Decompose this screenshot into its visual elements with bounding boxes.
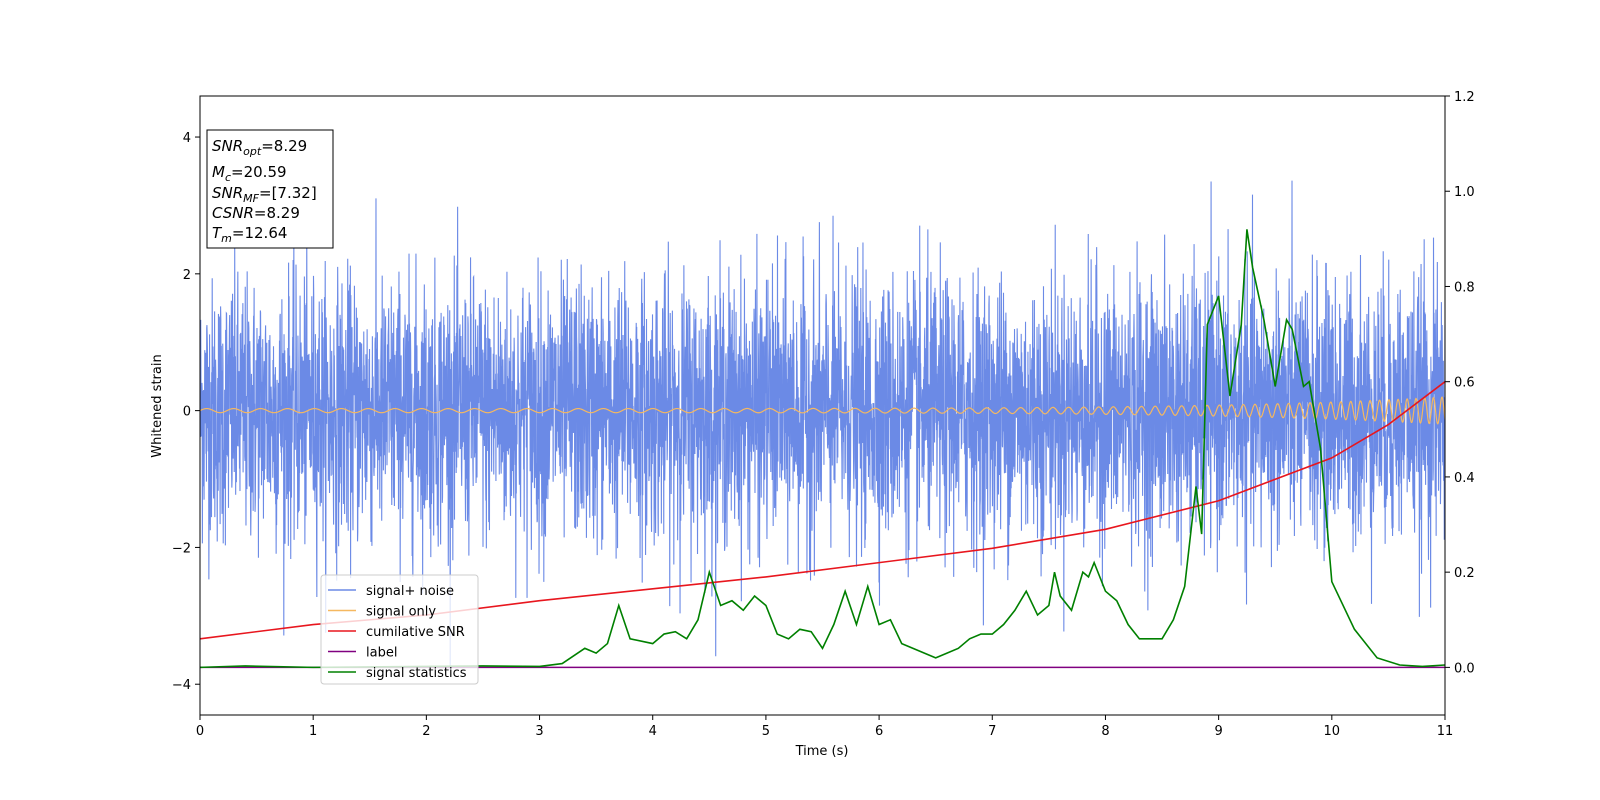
- y-tick-label: 4: [183, 131, 191, 146]
- y2-tick-label: 0.0: [1454, 661, 1475, 676]
- x-tick-label: 0: [196, 724, 204, 739]
- x-tick-label: 1: [309, 724, 317, 739]
- x-tick-label: 8: [1101, 724, 1109, 739]
- legend-entry: signal statistics: [366, 666, 467, 681]
- annotation-box: SNRopt=8.29 Mc=20.59 SNRMF=[7.32] CSNR=8…: [206, 129, 334, 249]
- x-tick-label: 11: [1437, 724, 1454, 739]
- axes: 0 1 2 3 4 5 6 7 8 9 10 11 −4 −2 0 2 4 0.0 0.2 0.4 0.6 0.8 1.0 1…: [172, 90, 1475, 739]
- series-signal-plus-noise: [200, 180, 1445, 671]
- legend-entry: label: [366, 646, 397, 661]
- y-tick-label: 0: [183, 405, 191, 420]
- legend-entry: cumilative SNR: [366, 625, 465, 640]
- x-tick-label: 4: [649, 724, 657, 739]
- plot-frame: [199, 95, 1446, 716]
- x-tick-label: 5: [762, 724, 770, 739]
- annotation-csnr: CSNR=8.29: [212, 204, 300, 222]
- y-axis-label: Whitened strain: [150, 354, 165, 457]
- y2-tick-label: 0.4: [1454, 471, 1475, 486]
- x-tick-label: 2: [422, 724, 430, 739]
- x-tick-label: 10: [1324, 724, 1341, 739]
- legend: signal+ noise signal only cumilative SNR la…: [320, 574, 479, 685]
- legend-entry: signal only: [366, 605, 436, 620]
- line-signal-only: [200, 396, 1445, 425]
- annotation-tm: Tm=12.64: [212, 224, 287, 245]
- x-tick-label: 7: [988, 724, 996, 739]
- y-tick-label: −4: [172, 678, 191, 693]
- legend-entry: signal+ noise: [366, 584, 454, 599]
- x-tick-label: 6: [875, 724, 883, 739]
- annotation-snr-mf: SNRMF=[7.32]: [212, 184, 317, 205]
- y2-tick-label: 0.8: [1454, 280, 1475, 295]
- y2-tick-label: 1.0: [1454, 185, 1475, 200]
- y2-tick-label: 0.6: [1454, 376, 1475, 391]
- y-tick-label: −2: [172, 541, 191, 556]
- x-tick-label: 9: [1214, 724, 1222, 739]
- x-axis-label: Time (s): [795, 744, 849, 759]
- y2-tick-label: 1.2: [1454, 90, 1475, 105]
- line-signal-plus-noise: [200, 180, 1445, 671]
- y2-tick-label: 0.2: [1454, 566, 1475, 581]
- series-signal-only: [200, 396, 1445, 425]
- line-signal-statistics: [200, 229, 1445, 669]
- annotation-snr-opt: SNRopt=8.29: [212, 137, 307, 158]
- y-tick-label: 2: [183, 268, 191, 283]
- x-tick-label: 3: [535, 724, 543, 739]
- annotation-mc: Mc=20.59: [212, 163, 287, 184]
